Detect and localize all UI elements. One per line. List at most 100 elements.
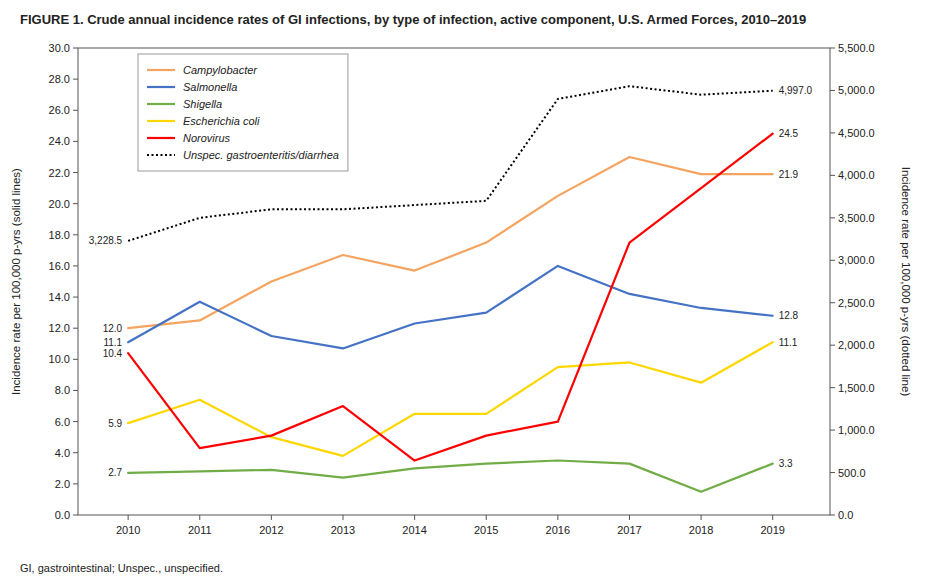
- y-tick: [73, 203, 78, 204]
- y-tick: [73, 234, 78, 235]
- annotation: 3,228.5: [89, 235, 123, 246]
- y-tick: [73, 48, 78, 49]
- annotation: 24.5: [779, 128, 799, 139]
- x-tick-label: 2015: [474, 524, 498, 536]
- y-tick: [73, 79, 78, 80]
- y-tick-label: 30.0: [49, 42, 70, 54]
- legend-items: CampylobacterSalmonellaShigellaEscherich…: [147, 64, 339, 161]
- annotation: 2.7: [108, 467, 122, 478]
- series-line: [128, 342, 773, 456]
- y-tick: [73, 172, 78, 173]
- y-tick-label: 4.0: [55, 447, 70, 459]
- y2-tick: [830, 217, 835, 218]
- x-axis: 2010201120122013201420152016201720182019: [116, 515, 785, 536]
- y-tick-label: 12.0: [49, 322, 70, 334]
- y2-tick-label: 1,500.0: [838, 382, 875, 394]
- y-tick-label: 18.0: [49, 229, 70, 241]
- y2-axis-label: Incidence rate per 100,000 p-yrs (dotted…: [900, 167, 912, 397]
- legend-swatch: [147, 69, 175, 71]
- x-tick: [271, 515, 272, 520]
- legend: CampylobacterSalmonellaShigellaEscherich…: [138, 54, 348, 171]
- y2-tick-label: 3,500.0: [838, 212, 875, 224]
- annotation: 12.0: [103, 323, 123, 334]
- legend-label: Campylobacter: [183, 64, 258, 76]
- y2-tick-label: 0.0: [838, 509, 853, 521]
- annotation: 11.1: [779, 337, 798, 348]
- y2-tick: [830, 472, 835, 473]
- y-tick: [73, 421, 78, 422]
- y2-tick-label: 5,500.0: [838, 42, 875, 54]
- y2-tick-label: 2,000.0: [838, 339, 875, 351]
- y2-tick: [830, 175, 835, 176]
- legend-swatch: [147, 137, 175, 139]
- y2-tick-label: 500.0: [838, 467, 866, 479]
- y-axis: 0.02.04.06.08.010.012.014.016.018.020.02…: [49, 42, 78, 521]
- x-tick: [486, 515, 487, 520]
- x-tick-label: 2018: [689, 524, 713, 536]
- x-tick: [199, 515, 200, 520]
- y-tick-label: 10.0: [49, 353, 70, 365]
- y-tick: [73, 297, 78, 298]
- y2-tick: [830, 345, 835, 346]
- y-tick: [73, 359, 78, 360]
- y2-axis: 0.0500.01,000.01,500.02,000.02,500.03,00…: [830, 42, 875, 521]
- legend-swatch: [147, 86, 175, 88]
- y-tick-label: 14.0: [49, 291, 70, 303]
- y2-tick: [830, 387, 835, 388]
- title: FIGURE 1. Crude annual incidence rates o…: [20, 12, 806, 27]
- y2-tick-label: 4,000.0: [838, 169, 875, 181]
- y2-tick-label: 2,500.0: [838, 297, 875, 309]
- y2-tick-label: 5,000.0: [838, 84, 875, 96]
- series-line: [128, 266, 773, 349]
- x-tick: [701, 515, 702, 520]
- x-tick: [128, 515, 129, 520]
- x-tick: [414, 515, 415, 520]
- x-tick: [557, 515, 558, 520]
- y-tick-label: 0.0: [55, 509, 70, 521]
- y-tick-label: 16.0: [49, 260, 70, 272]
- legend-label: Unspec. gastroenteritis/diarrhea: [183, 149, 339, 161]
- y2-tick: [830, 48, 835, 49]
- annotation: 4,997.0: [779, 85, 813, 96]
- y-tick-label: 28.0: [49, 73, 70, 85]
- legend-label: Shigella: [183, 98, 222, 110]
- y-tick: [73, 390, 78, 391]
- annotation: 11.1: [103, 337, 122, 348]
- annotation: 5.9: [108, 418, 122, 429]
- y2-tick: [830, 302, 835, 303]
- annotation: 3.3: [779, 458, 793, 469]
- series-line: [128, 461, 773, 492]
- y2-tick: [830, 260, 835, 261]
- y-tick: [73, 328, 78, 329]
- annotation: 10.4: [103, 348, 123, 359]
- y-tick: [73, 452, 78, 453]
- legend-label: Norovirus: [183, 132, 231, 144]
- plot-frame: [78, 48, 830, 515]
- x-tick-label: 2019: [760, 524, 784, 536]
- x-tick: [772, 515, 773, 520]
- annotation: 21.9: [779, 169, 799, 180]
- footnote: GI, gastrointestinal; Unspec., unspecifi…: [20, 562, 223, 574]
- y-tick-label: 20.0: [49, 198, 70, 210]
- x-tick-label: 2013: [331, 524, 355, 536]
- x-tick-label: 2017: [617, 524, 641, 536]
- legend-swatch: [147, 103, 175, 105]
- y2-tick-label: 3,000.0: [838, 254, 875, 266]
- y-tick-label: 2.0: [55, 478, 70, 490]
- y2-tick: [830, 430, 835, 431]
- y2-tick: [830, 132, 835, 133]
- y-tick-label: 26.0: [49, 104, 70, 116]
- annotation: 12.8: [779, 310, 799, 321]
- y-tick: [73, 110, 78, 111]
- x-tick-label: 2012: [259, 524, 283, 536]
- y-tick-label: 8.0: [55, 384, 70, 396]
- legend-label: Escherichia coli: [183, 115, 260, 127]
- y2-tick-label: 4,500.0: [838, 127, 875, 139]
- x-tick-label: 2016: [546, 524, 570, 536]
- y-tick: [73, 265, 78, 266]
- x-tick: [342, 515, 343, 520]
- y-tick-label: 22.0: [49, 167, 70, 179]
- legend-swatch: [147, 154, 175, 156]
- y2-tick: [830, 515, 835, 516]
- y-axis-label: Incidence rate per 100,000 p-yrs (solid …: [10, 168, 22, 395]
